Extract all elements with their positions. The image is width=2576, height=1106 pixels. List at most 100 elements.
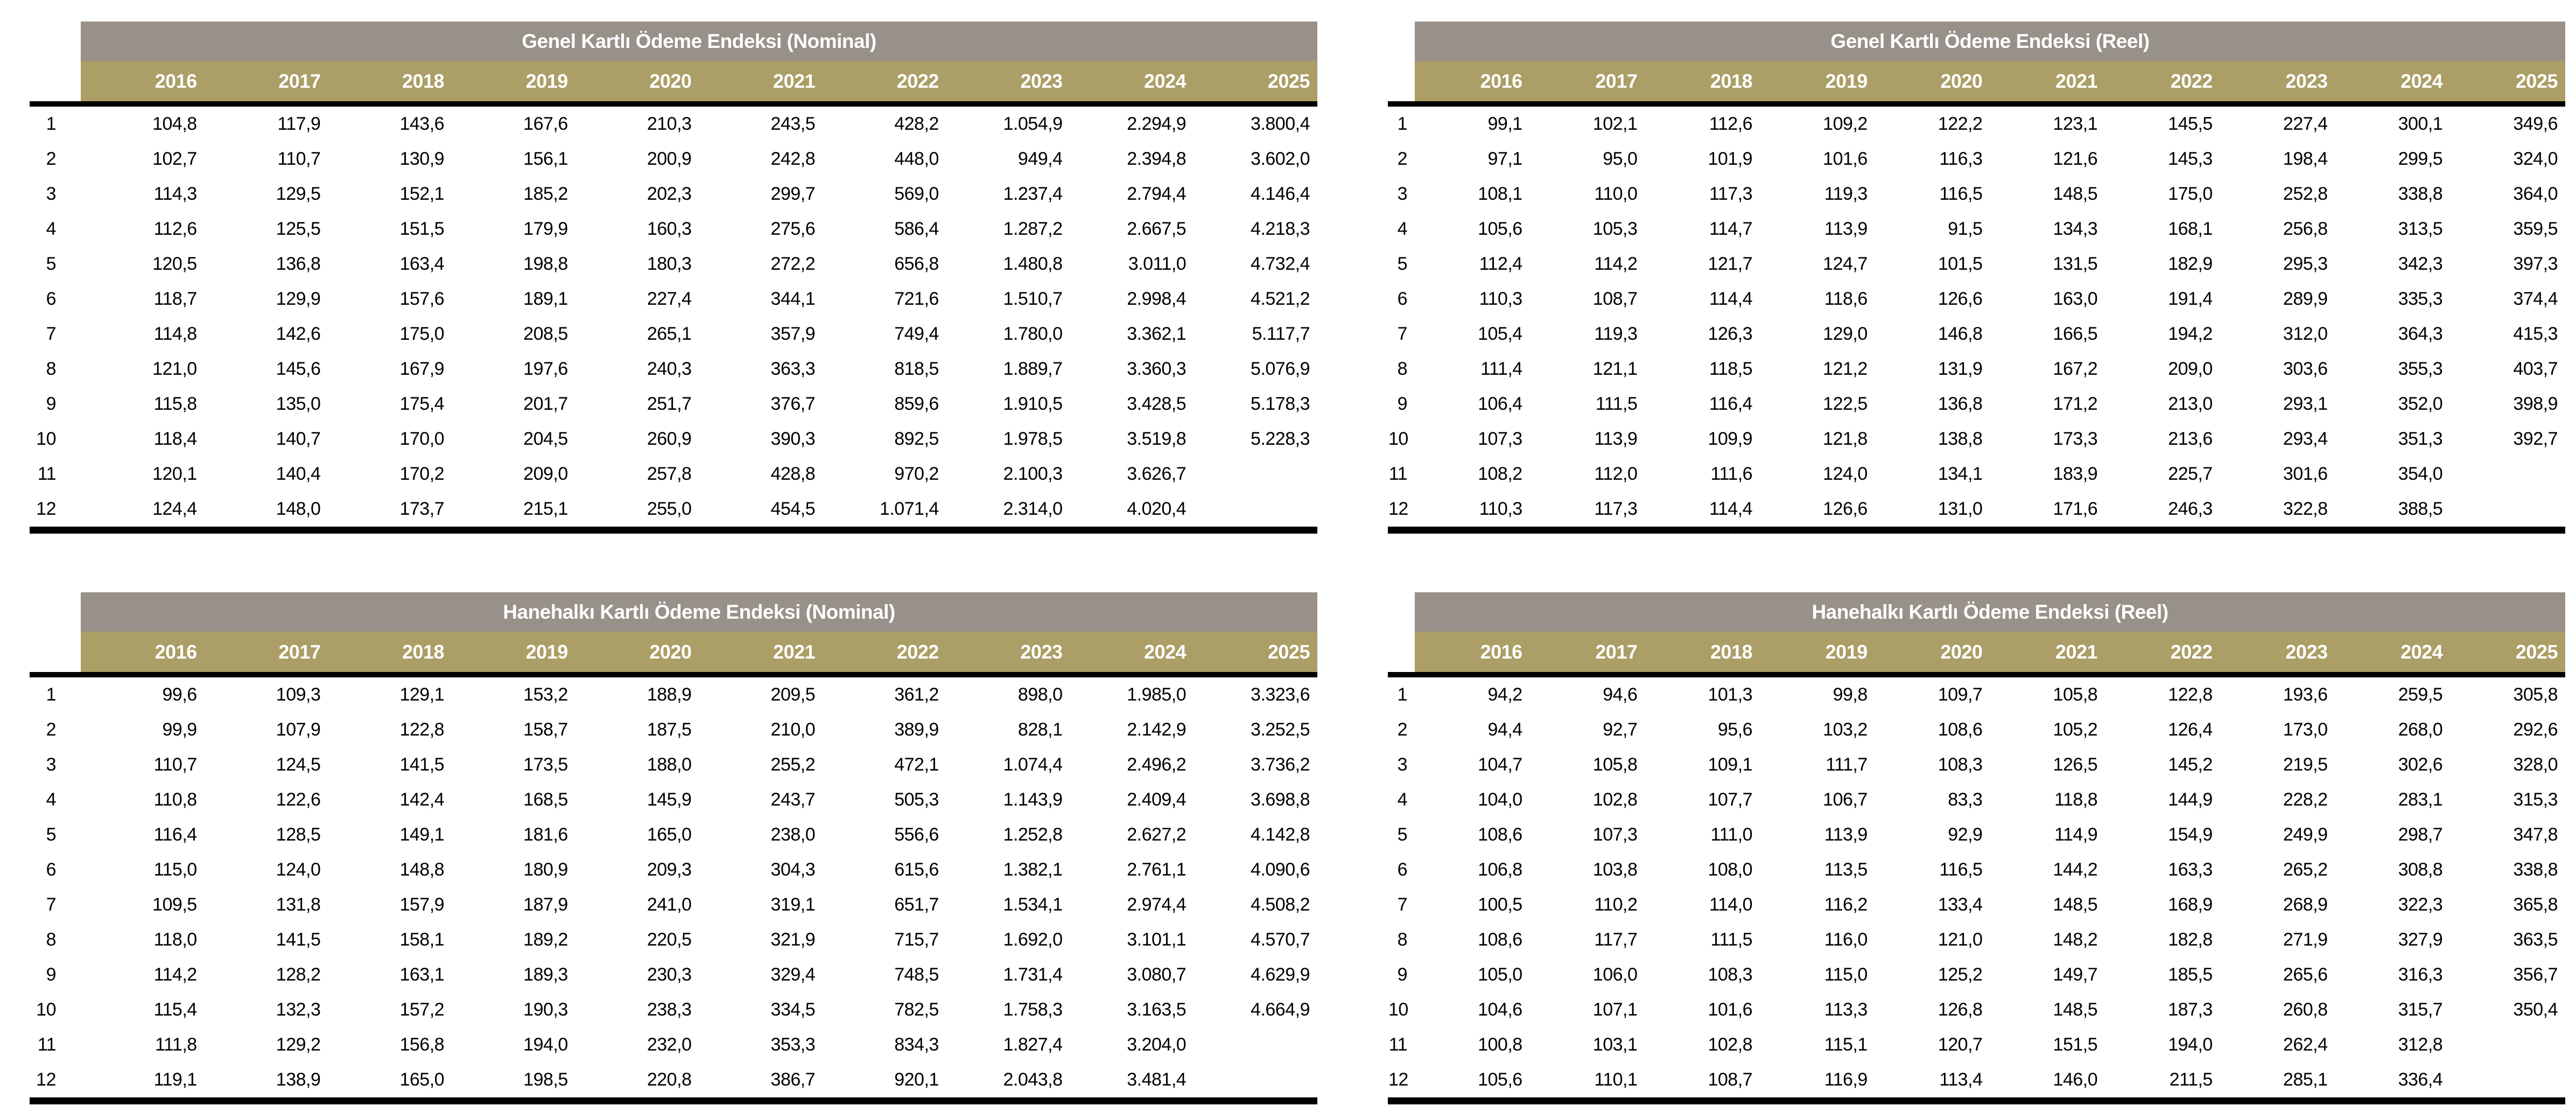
- month-number: 10: [36, 429, 56, 449]
- index-value: 285,1: [2283, 1069, 2328, 1090]
- index-value: 301,6: [2283, 464, 2328, 484]
- index-value: 305,8: [2513, 684, 2558, 705]
- index-value: 116,3: [1939, 149, 1983, 169]
- index-value: 334,5: [770, 999, 816, 1020]
- table-row: 11 120,1 140,4 170,2 209,0 257,8 428,8 970,2 2.1…: [30, 457, 1317, 492]
- index-value: 4.020,4: [1127, 499, 1187, 519]
- index-value: 126,6: [1938, 289, 1983, 309]
- index-value: 189,2: [523, 929, 568, 950]
- index-value: 146,0: [2053, 1069, 2098, 1090]
- month-number: 7: [46, 324, 57, 344]
- index-value: 121,6: [2053, 149, 2098, 169]
- index-value: 122,5: [1823, 394, 1868, 414]
- index-value: 3.323,6: [1251, 684, 1310, 705]
- table-row: 8 108,6 117,7 111,5 116,0 121,0 148,2 182,8 271,…: [1388, 922, 2565, 957]
- index-value: 344,1: [770, 289, 816, 309]
- index-value: 386,7: [770, 1069, 816, 1090]
- table-row: 6 106,8 103,8 108,0 113,5 116,5 144,2 163,3 265,…: [1388, 852, 2565, 887]
- index-value: 361,2: [894, 684, 939, 705]
- index-value: 3.519,8: [1127, 429, 1187, 449]
- month-number: 8: [1397, 929, 1408, 950]
- index-value: 3.800,4: [1251, 114, 1310, 134]
- table-row: 8 111,4 121,1 118,5 121,2 131,9 167,2 209,0 303,…: [1388, 352, 2565, 387]
- index-value: 129,1: [399, 684, 445, 705]
- index-value: 107,1: [1592, 999, 1638, 1020]
- month-number: 6: [46, 859, 57, 880]
- index-value: 144,9: [2168, 789, 2213, 810]
- index-value: 107,7: [1708, 789, 1753, 810]
- index-value: 144,2: [2053, 859, 2098, 880]
- year-header: 2025: [2450, 61, 2565, 104]
- index-value: 228,2: [2283, 789, 2328, 810]
- index-value: 156,1: [523, 149, 568, 169]
- index-value: 1.731,4: [1003, 964, 1063, 985]
- index-value: 197,6: [523, 359, 568, 379]
- table-row: 2 102,7 110,7 130,9 156,1 200,9 242,8 448,0 949,…: [30, 142, 1317, 177]
- index-value: 146,8: [1938, 324, 1983, 344]
- index-value: 152,1: [399, 184, 445, 204]
- table-title-row: Hanehalkı Kartlı Ödeme Endeksi (Reel): [1388, 592, 2565, 632]
- index-value: 338,8: [2398, 184, 2443, 204]
- index-value: 5.228,3: [1251, 429, 1310, 449]
- index-value: 108,6: [1478, 929, 1522, 950]
- table-row: 1 94,2 94,6 101,3 99,8 109,7 105,8 122,8 193,6 25…: [1388, 675, 2565, 712]
- index-value: 319,1: [770, 894, 816, 915]
- index-value: 117,9: [277, 114, 321, 134]
- index-value: 4.664,9: [1251, 999, 1310, 1020]
- index-value: 124,0: [1823, 464, 1868, 484]
- index-value: 1.510,7: [1003, 289, 1063, 309]
- index-value: 124,5: [276, 754, 321, 775]
- index-value: 125,2: [1938, 964, 1983, 985]
- index-value: 415,3: [2513, 324, 2558, 344]
- index-value: 132,3: [276, 999, 321, 1020]
- index-value: 111,5: [1595, 394, 1638, 414]
- index-value: 115,0: [1824, 964, 1868, 985]
- index-value: 129,2: [276, 1034, 321, 1055]
- index-value: 355,3: [2398, 359, 2443, 379]
- index-value: 145,5: [2168, 114, 2213, 134]
- table-title-row: Hanehalkı Kartlı Ödeme Endeksi (Nominal): [30, 592, 1317, 632]
- index-value: 892,5: [894, 429, 939, 449]
- month-number: 12: [36, 499, 56, 519]
- month-number: 8: [46, 359, 57, 379]
- index-value: 114,3: [153, 184, 198, 204]
- index-value: 145,2: [2168, 754, 2213, 775]
- index-value: 129,9: [276, 289, 321, 309]
- index-value: 99,8: [1833, 684, 1868, 705]
- index-value: 136,8: [276, 254, 321, 274]
- index-value: 165,0: [399, 1069, 445, 1090]
- index-value: 121,8: [1823, 429, 1868, 449]
- table-row: 6 118,7 129,9 157,6 189,1 227,4 344,1 721,6 1.51…: [30, 282, 1317, 317]
- index-value: 828,1: [1017, 719, 1063, 740]
- index-value: 168,1: [2168, 219, 2213, 239]
- index-value: 225,7: [2168, 464, 2213, 484]
- index-value: 289,9: [2283, 289, 2328, 309]
- year-header: 2018: [328, 61, 452, 104]
- index-value: [1194, 457, 1317, 492]
- index-value: 238,3: [647, 999, 692, 1020]
- month-number: 9: [1397, 964, 1408, 985]
- index-value: 148,5: [2053, 999, 2098, 1020]
- index-value: 106,7: [1823, 789, 1868, 810]
- table-title: Hanehalkı Kartlı Ödeme Endeksi (Reel): [1415, 592, 2565, 632]
- index-value: 110,3: [1479, 499, 1523, 519]
- index-value: 241,0: [647, 894, 692, 915]
- index-value: 121,2: [1823, 359, 1868, 379]
- index-value: 2.667,5: [1127, 219, 1187, 239]
- index-value: 102,8: [1708, 1034, 1753, 1055]
- index-value: 145,3: [2168, 149, 2213, 169]
- index-value: 2.394,8: [1127, 149, 1187, 169]
- index-value: 163,4: [399, 254, 445, 274]
- table-hanehalki-nominal: Hanehalkı Kartlı Ödeme Endeksi (Nominal)…: [30, 592, 1317, 1104]
- index-value: 715,7: [894, 929, 939, 950]
- year-header-row: 2016 2017 2018 2019 2020 2021 2022 2023 2024 2025: [30, 61, 1317, 104]
- index-value: 119,3: [1824, 184, 1868, 204]
- index-value: 256,8: [2283, 219, 2328, 239]
- index-value: 392,7: [2513, 429, 2558, 449]
- table-row: 7 109,5 131,8 157,9 187,9 241,0 319,1 651,7 1.53…: [30, 887, 1317, 922]
- index-value: 350,4: [2513, 999, 2558, 1020]
- index-value: 138,8: [1938, 429, 1983, 449]
- year-header: 2017: [1529, 61, 1645, 104]
- year-header: 2021: [1990, 632, 2105, 675]
- index-value: 316,3: [2398, 964, 2443, 985]
